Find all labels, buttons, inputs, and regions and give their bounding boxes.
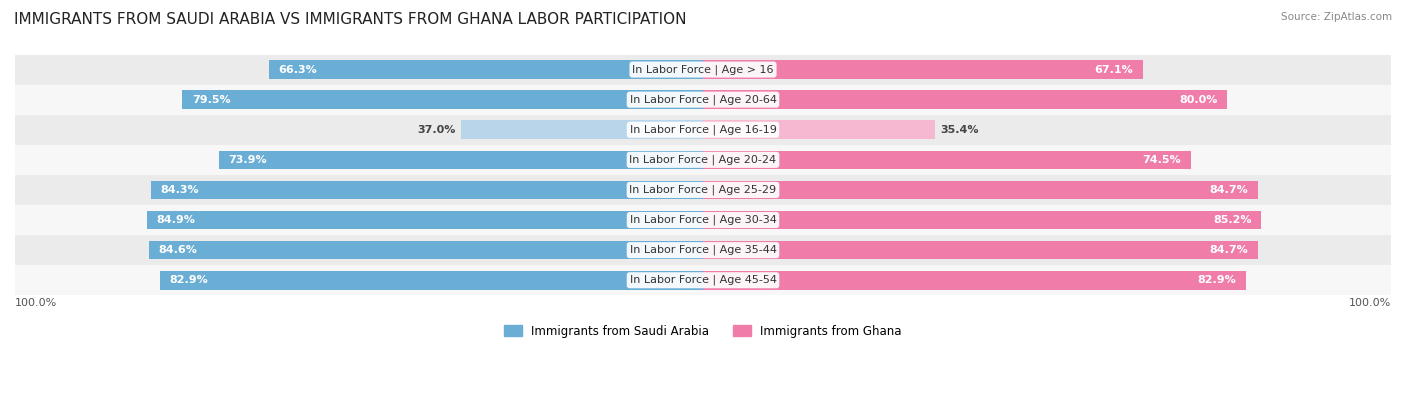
Bar bbox=[15, 265, 1391, 295]
Text: 84.9%: 84.9% bbox=[156, 215, 195, 225]
Text: In Labor Force | Age 16-19: In Labor Force | Age 16-19 bbox=[630, 124, 776, 135]
Bar bbox=[703, 211, 1261, 229]
Text: 84.3%: 84.3% bbox=[160, 185, 200, 195]
Text: 73.9%: 73.9% bbox=[229, 155, 267, 165]
Bar bbox=[219, 150, 703, 169]
Text: In Labor Force | Age 45-54: In Labor Force | Age 45-54 bbox=[630, 275, 776, 286]
Bar bbox=[703, 120, 935, 139]
Text: IMMIGRANTS FROM SAUDI ARABIA VS IMMIGRANTS FROM GHANA LABOR PARTICIPATION: IMMIGRANTS FROM SAUDI ARABIA VS IMMIGRAN… bbox=[14, 12, 686, 27]
Bar bbox=[703, 90, 1227, 109]
Text: 79.5%: 79.5% bbox=[191, 95, 231, 105]
Bar bbox=[15, 85, 1391, 115]
Bar bbox=[461, 120, 703, 139]
Text: 74.5%: 74.5% bbox=[1143, 155, 1181, 165]
Text: Source: ZipAtlas.com: Source: ZipAtlas.com bbox=[1281, 12, 1392, 22]
Text: In Labor Force | Age 20-64: In Labor Force | Age 20-64 bbox=[630, 94, 776, 105]
Text: 80.0%: 80.0% bbox=[1180, 95, 1218, 105]
Bar bbox=[15, 175, 1391, 205]
Bar bbox=[703, 60, 1143, 79]
Bar bbox=[703, 150, 1191, 169]
Bar bbox=[703, 271, 1246, 290]
Bar bbox=[15, 145, 1391, 175]
Text: 84.6%: 84.6% bbox=[159, 245, 197, 255]
Bar bbox=[269, 60, 703, 79]
Text: 100.0%: 100.0% bbox=[1348, 298, 1391, 308]
Bar bbox=[150, 181, 703, 199]
Text: In Labor Force | Age 20-24: In Labor Force | Age 20-24 bbox=[630, 154, 776, 165]
Text: 100.0%: 100.0% bbox=[15, 298, 58, 308]
Text: 67.1%: 67.1% bbox=[1094, 64, 1133, 75]
Text: 85.2%: 85.2% bbox=[1213, 215, 1251, 225]
Text: 84.7%: 84.7% bbox=[1209, 245, 1249, 255]
Text: In Labor Force | Age > 16: In Labor Force | Age > 16 bbox=[633, 64, 773, 75]
Text: 66.3%: 66.3% bbox=[278, 64, 318, 75]
Bar bbox=[149, 241, 703, 260]
Bar bbox=[146, 211, 703, 229]
Text: 35.4%: 35.4% bbox=[941, 125, 979, 135]
Bar bbox=[15, 55, 1391, 85]
Text: 82.9%: 82.9% bbox=[1198, 275, 1236, 285]
Text: 82.9%: 82.9% bbox=[170, 275, 208, 285]
Text: In Labor Force | Age 25-29: In Labor Force | Age 25-29 bbox=[630, 185, 776, 195]
Bar bbox=[160, 271, 703, 290]
Bar bbox=[15, 235, 1391, 265]
Text: In Labor Force | Age 30-34: In Labor Force | Age 30-34 bbox=[630, 215, 776, 225]
Text: 37.0%: 37.0% bbox=[418, 125, 456, 135]
Text: In Labor Force | Age 35-44: In Labor Force | Age 35-44 bbox=[630, 245, 776, 256]
Bar bbox=[15, 115, 1391, 145]
Legend: Immigrants from Saudi Arabia, Immigrants from Ghana: Immigrants from Saudi Arabia, Immigrants… bbox=[499, 320, 907, 342]
Text: 84.7%: 84.7% bbox=[1209, 185, 1249, 195]
Bar bbox=[15, 205, 1391, 235]
Bar bbox=[703, 241, 1258, 260]
Bar bbox=[183, 90, 703, 109]
Bar bbox=[703, 181, 1258, 199]
